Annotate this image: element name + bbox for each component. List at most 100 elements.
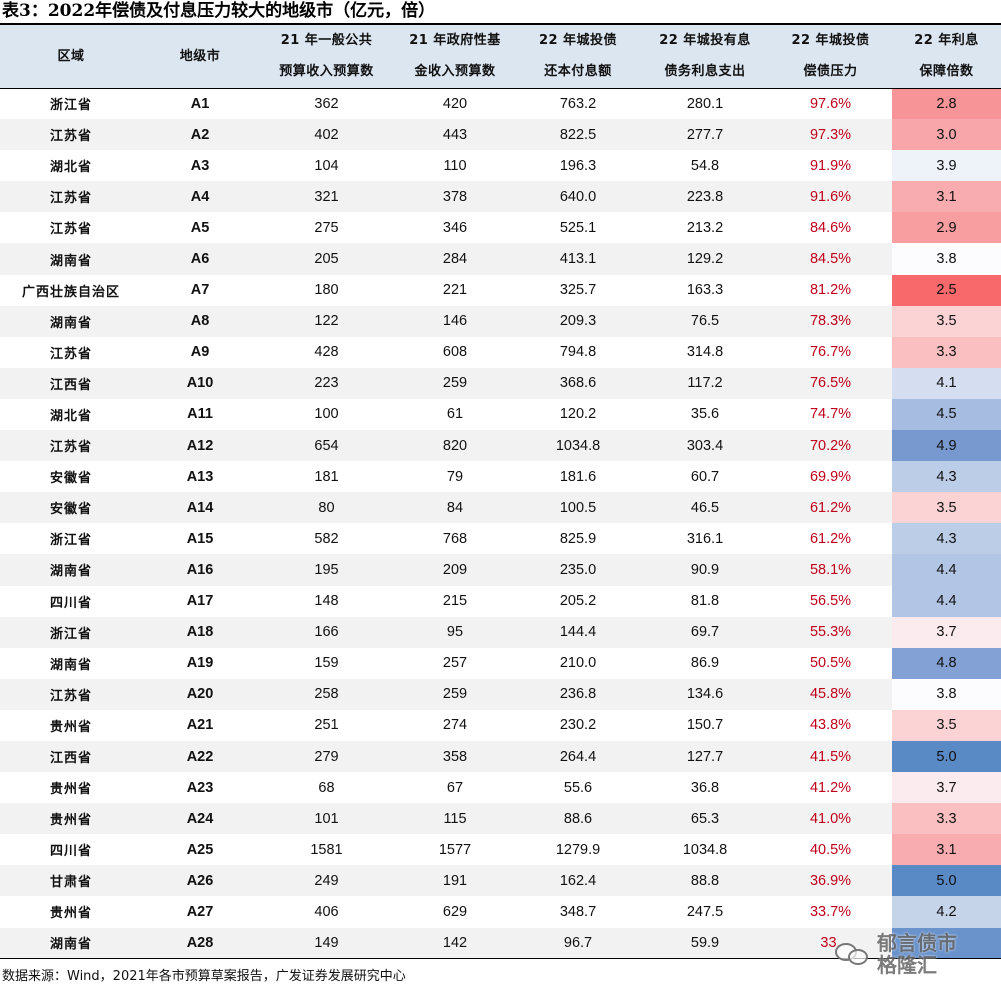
- cell-coverage: 2.5: [892, 274, 1001, 306]
- cell-budget-revenue: 195: [258, 554, 395, 586]
- cell-coverage: 3.5: [892, 492, 1001, 524]
- cell-city: A2: [142, 119, 258, 151]
- cell-budget-revenue: 159: [314, 655, 339, 672]
- cell-fund-revenue: 768: [442, 530, 468, 547]
- cell-region: 安徽省: [49, 471, 92, 487]
- cell-city: A9: [190, 344, 210, 361]
- cell-coverage: 4.3: [892, 523, 1001, 555]
- cell-region: 四川省: [49, 595, 92, 611]
- cell-interest: 129.2: [641, 243, 769, 275]
- cell-coverage: 5.0: [892, 740, 1001, 773]
- cell-repay: 181.6: [559, 468, 597, 485]
- cell-fund-revenue: 191: [395, 865, 515, 897]
- header-fund-revenue: 21 年政府性基 金收入预算数: [395, 25, 515, 88]
- table-row: 甘肃省 A26 249 191 162.4 88.8 36.9% 5.0: [0, 865, 1001, 897]
- cell-region: 江苏省: [49, 222, 92, 238]
- cell-budget-revenue: 582: [314, 530, 339, 547]
- cell-coverage: 4.8: [892, 647, 1001, 679]
- cell-coverage: 3.3: [892, 336, 1001, 368]
- cell-fund-revenue: 443: [395, 119, 515, 151]
- cell-coverage: 2.9: [892, 212, 1001, 244]
- cell-repay: 1279.9: [555, 841, 601, 858]
- cell-budget-revenue: 1581: [310, 841, 343, 858]
- cell-budget-revenue: 279: [258, 740, 395, 773]
- cell-city: A11: [187, 406, 213, 423]
- cell-region: 湖南省: [0, 243, 142, 275]
- cell-pressure: 45.8%: [769, 678, 892, 710]
- cell-budget-revenue: 249: [258, 865, 395, 897]
- header-region: 区域: [0, 25, 142, 88]
- cell-fund-revenue: 820: [395, 430, 515, 462]
- cell-fund-revenue: 84: [395, 492, 515, 524]
- cell-coverage: [892, 927, 1001, 959]
- cell-city: A19: [186, 655, 214, 672]
- cell-budget-revenue: 122: [258, 305, 395, 337]
- cell-pressure: 41.2%: [809, 779, 852, 796]
- cell-interest: 60.7: [690, 468, 720, 485]
- cell-budget-revenue: 149: [258, 927, 395, 959]
- cell-budget-revenue: 275: [314, 219, 339, 236]
- cell-city: A8: [142, 305, 258, 337]
- table-row: 江苏省 A4 321 378 640.0 223.8 91.6% 3.1: [0, 181, 1001, 213]
- cell-fund-revenue: 110: [443, 157, 467, 174]
- watermark-line1: 郁言债市: [877, 931, 957, 955]
- cell-coverage: 3.8: [892, 243, 1001, 275]
- cell-coverage: 3.8: [892, 678, 1001, 710]
- table-row: 贵州省 A27 406 629 348.7 247.5 33.7% 4.2: [0, 896, 1001, 928]
- cell-city: A20: [142, 678, 258, 710]
- cell-coverage: 5.0: [892, 865, 1001, 897]
- cell-pressure: 41.5%: [769, 740, 892, 773]
- cell-coverage: 3.7: [892, 616, 1001, 648]
- table-row: 湖南省 A6 205 284 413.1 129.2 84.5% 3.8: [0, 243, 1001, 275]
- table-row: 湖南省 A19 159 257 210.0 86.9 50.5% 4.8: [0, 647, 1001, 679]
- cell-interest: 213.2: [686, 219, 724, 236]
- header-budget-revenue: 21 年一般公共 预算收入预算数: [258, 25, 395, 88]
- cell-interest: 36.8: [690, 779, 720, 796]
- cell-pressure: 97.6%: [809, 95, 852, 112]
- header-repay: 22 年城投债 还本付息额: [515, 25, 641, 88]
- table-row: 湖南省 A8 122 146 209.3 76.5 78.3% 3.5: [0, 305, 1001, 337]
- cell-fund-revenue: 259: [395, 367, 515, 399]
- cell-fund-revenue: 420: [442, 95, 468, 112]
- header-row: 区域 地级市 21 年一般公共 预算收入预算数 21 年政府性基 金收入预算数 22…: [0, 25, 1001, 88]
- cell-budget-revenue: 428: [314, 344, 339, 361]
- cell-region: 江西省: [0, 367, 142, 399]
- cell-fund-revenue: 61: [446, 406, 464, 423]
- cell-coverage: 4.1: [892, 367, 1001, 399]
- cell-region: 湖南省: [0, 554, 142, 586]
- cell-repay: 55.6: [563, 779, 593, 796]
- cell-budget-revenue: 100: [314, 406, 339, 423]
- cell-budget-revenue: 80: [258, 492, 395, 524]
- cell-region: 湖北省: [49, 408, 92, 424]
- cell-pressure: 91.9%: [809, 157, 852, 174]
- table-row: 江苏省 A9 428 608 794.8 314.8 76.7% 3.3: [0, 336, 1001, 368]
- debt-pressure-table: 区域 地级市 21 年一般公共 预算收入预算数 21 年政府性基 金收入预算数 22…: [0, 25, 1001, 959]
- cell-budget-revenue: 148: [314, 593, 339, 610]
- cell-repay: 196.3: [559, 157, 597, 174]
- cell-pressure: 40.5%: [809, 841, 852, 858]
- table-title: 表3：2022年偿债及付息压力较大的地级市（亿元，倍）: [2, 1, 436, 21]
- cell-region: 贵州省: [49, 906, 92, 922]
- cell-coverage: 3.0: [892, 119, 1001, 151]
- cell-city: A4: [142, 181, 258, 213]
- cell-interest: 59.9: [641, 927, 769, 959]
- cell-coverage: 4.2: [892, 896, 1001, 928]
- header-coverage: 22 年利息 保障倍数: [892, 25, 1001, 88]
- cell-repay: 368.6: [515, 367, 641, 399]
- cell-interest: 65.3: [641, 803, 769, 835]
- cell-coverage: 4.5: [892, 398, 1001, 431]
- cell-region: 贵州省: [49, 719, 92, 735]
- cell-coverage: 2.8: [892, 88, 1001, 120]
- cell-fund-revenue: 95: [395, 616, 515, 648]
- cell-fund-revenue: 274: [442, 717, 468, 734]
- cell-budget-revenue: 205: [258, 243, 395, 275]
- cell-repay: 413.1: [515, 243, 641, 275]
- cell-interest: 316.1: [686, 530, 724, 547]
- cell-region: 湖南省: [0, 927, 142, 959]
- cell-repay: 120.2: [559, 406, 597, 423]
- cell-fund-revenue: 358: [395, 740, 515, 773]
- cell-interest: 54.8: [690, 157, 720, 174]
- cell-city: A15: [186, 530, 214, 547]
- cell-fund-revenue: 257: [442, 655, 468, 672]
- cell-pressure: 33.: [769, 927, 892, 959]
